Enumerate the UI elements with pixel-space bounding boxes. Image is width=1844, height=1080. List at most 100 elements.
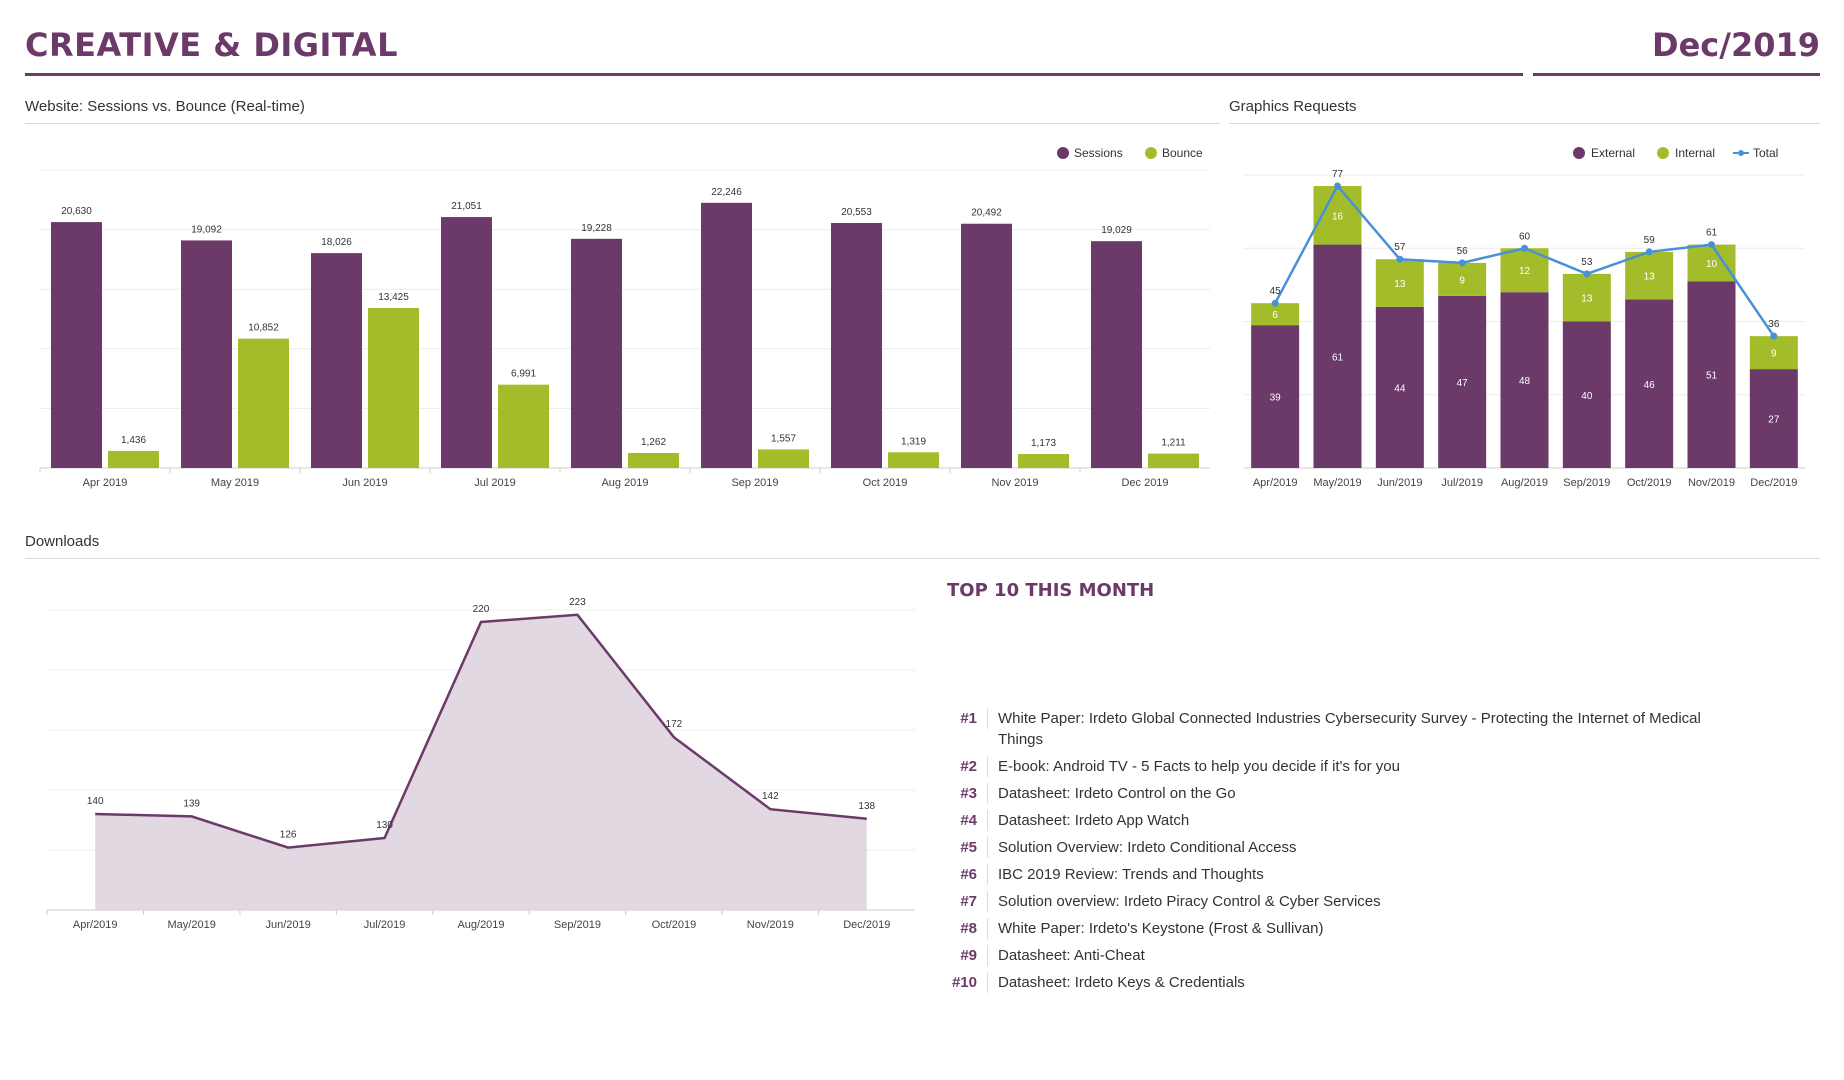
- bar-external: [1313, 244, 1362, 468]
- data-label-total: 59: [1644, 235, 1656, 246]
- data-label-external: 27: [1768, 415, 1780, 426]
- x-tick-label: Aug 2019: [601, 477, 648, 489]
- top10-rank: #1: [945, 708, 988, 729]
- top10-list: #1 White Paper: Irdeto Global Connected I…: [945, 708, 1745, 999]
- point-total: [1770, 332, 1778, 340]
- top10-text: E-book: Android TV - 5 Facts to help you…: [998, 758, 1400, 775]
- bar-internal: [1687, 244, 1736, 282]
- data-label: 139: [183, 798, 200, 809]
- top10-item: #6 IBC 2019 Review: Trends and Thoughts: [945, 864, 1745, 885]
- data-label-total: 45: [1270, 286, 1282, 297]
- x-tick-label: Nov/2019: [1688, 477, 1735, 489]
- legend-swatch-internal: [1657, 147, 1669, 159]
- top10-text: Solution Overview: Irdeto Conditional Ac…: [998, 839, 1297, 856]
- x-tick-label: Oct 2019: [863, 477, 908, 489]
- data-label-internal: 13: [1394, 279, 1406, 290]
- data-label: 172: [666, 719, 683, 730]
- bar-bounce: [628, 452, 679, 468]
- x-tick-label: Jun/2019: [1377, 477, 1422, 489]
- bar-bounce: [888, 452, 939, 468]
- data-label: 1,211: [1161, 438, 1186, 449]
- data-label-external: 51: [1706, 371, 1718, 382]
- bar-bounce: [498, 384, 549, 468]
- data-label-external: 46: [1644, 380, 1656, 391]
- top10-text: White Paper: Irdeto's Keystone (Frost & …: [998, 920, 1324, 937]
- top10-item: #3 Datasheet: Irdeto Control on the Go: [945, 783, 1745, 804]
- bar-external: [1375, 306, 1424, 468]
- x-tick-label: Jul 2019: [474, 477, 516, 489]
- bar-sessions: [961, 223, 1012, 468]
- top10-text: IBC 2019 Review: Trends and Thoughts: [998, 866, 1264, 883]
- x-tick-label: Jul/2019: [364, 919, 406, 931]
- legend-label-internal: Internal: [1675, 146, 1715, 160]
- top10-rank: #3: [945, 783, 988, 804]
- data-label: 1,262: [641, 437, 666, 448]
- data-label-total: 36: [1768, 319, 1780, 330]
- data-label: 6,991: [511, 369, 536, 380]
- data-label: 138: [858, 801, 875, 812]
- bar-external: [1625, 299, 1674, 468]
- data-label: 10,852: [248, 323, 279, 334]
- sessions-title-rule: [25, 123, 1220, 124]
- data-label-internal: 12: [1519, 266, 1531, 277]
- x-tick-label: Jul/2019: [1441, 477, 1483, 489]
- top10-text: Datasheet: Irdeto Control on the Go: [998, 785, 1236, 802]
- top10-item: #10 Datasheet: Irdeto Keys & Credentials: [945, 972, 1745, 993]
- data-label-total: 56: [1457, 246, 1469, 257]
- data-label-total: 77: [1332, 169, 1344, 180]
- date-rule: [1533, 73, 1820, 76]
- top10-text: Datasheet: Irdeto App Watch: [998, 812, 1190, 829]
- x-tick-label: Aug/2019: [457, 919, 504, 931]
- point-total: [1271, 299, 1279, 307]
- data-label: 13,425: [378, 292, 409, 303]
- bar-sessions: [181, 240, 232, 468]
- downloads-title-rule: [25, 558, 1820, 559]
- top10-title: TOP 10 THIS MONTH: [947, 580, 1155, 601]
- series-line-downloads: [95, 613, 867, 849]
- top10-item: #8 White Paper: Irdeto's Keystone (Frost …: [945, 918, 1745, 939]
- x-tick-label: Apr/2019: [73, 919, 118, 931]
- bar-internal: [1749, 336, 1798, 370]
- data-label: 20,630: [61, 206, 92, 217]
- top10-rank: #4: [945, 810, 988, 831]
- data-label: 1,557: [771, 433, 796, 444]
- data-label: 21,051: [451, 201, 482, 212]
- bar-bounce: [1148, 453, 1199, 468]
- graphics-title-rule: [1229, 123, 1820, 124]
- legend-label-external: External: [1591, 146, 1635, 160]
- x-tick-label: Jun 2019: [342, 477, 387, 489]
- data-label: 130: [376, 820, 393, 831]
- data-label-external: 61: [1332, 352, 1344, 363]
- bar-bounce: [758, 449, 809, 468]
- top10-rank: #10: [945, 972, 988, 993]
- data-label-internal: 9: [1459, 275, 1465, 286]
- x-tick-label: May/2019: [1313, 477, 1361, 489]
- bar-sessions: [571, 238, 622, 468]
- top10-rank: #6: [945, 864, 988, 885]
- point-total: [1458, 259, 1466, 267]
- bar-internal: [1562, 273, 1611, 322]
- bar-internal: [1438, 262, 1487, 296]
- data-label: 18,026: [321, 237, 352, 248]
- point-total: [1521, 244, 1528, 252]
- legend-label-bounce: Bounce: [1162, 146, 1203, 160]
- title-rule: [25, 73, 1523, 76]
- page-title: CREATIVE & DIGITAL: [25, 26, 398, 64]
- bar-internal: [1375, 259, 1424, 307]
- data-label-external: 48: [1519, 376, 1531, 387]
- data-label-total: 57: [1394, 242, 1406, 253]
- data-label-total: 53: [1581, 257, 1593, 268]
- x-tick-label: Dec/2019: [1750, 477, 1797, 489]
- data-label: 20,553: [841, 207, 872, 218]
- top10-text: Datasheet: Irdeto Keys & Credentials: [998, 974, 1245, 991]
- point-total: [1645, 248, 1653, 256]
- data-label: 1,173: [1031, 438, 1056, 449]
- top10-text: Solution overview: Irdeto Piracy Control…: [998, 893, 1381, 910]
- bar-external: [1687, 281, 1736, 468]
- bar-internal: [1625, 251, 1674, 300]
- data-label: 19,092: [191, 224, 222, 235]
- top10-item: #2 E-book: Android TV - 5 Facts to help y…: [945, 756, 1745, 777]
- x-tick-label: Sep/2019: [1563, 477, 1610, 489]
- top10-rank: #7: [945, 891, 988, 912]
- top10-text: Datasheet: Anti-Cheat: [998, 947, 1145, 964]
